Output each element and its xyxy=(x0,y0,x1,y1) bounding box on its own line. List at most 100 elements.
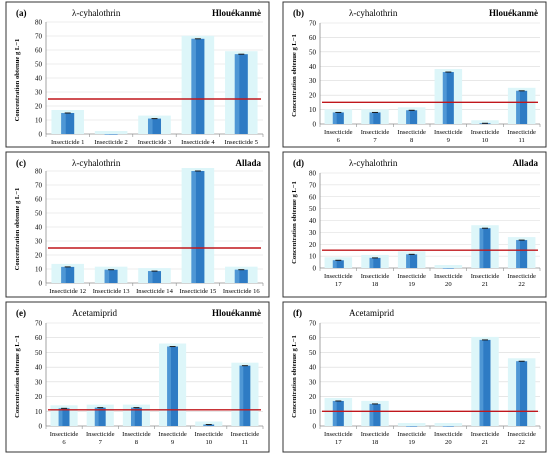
x-tick-label: Insecticide xyxy=(324,273,353,280)
y-tick-label: 20 xyxy=(309,92,317,100)
x-tick-label-number: 21 xyxy=(482,439,489,446)
y-tick-label: 40 xyxy=(35,364,43,372)
x-tick-label: Insecticide 16 xyxy=(223,288,261,295)
x-tick-label: Insecticide 14 xyxy=(136,288,174,295)
bar xyxy=(203,424,215,426)
y-axis-label: Concentration obtenue g L−1 xyxy=(291,335,298,418)
y-tick-label: 40 xyxy=(309,217,317,225)
y-tick-label: 60 xyxy=(35,47,43,55)
bar-shine xyxy=(442,72,447,124)
bar xyxy=(332,260,344,268)
bar-shine xyxy=(239,365,244,426)
x-tick-label: Insecticide xyxy=(231,431,260,438)
y-tick-label: 10 xyxy=(309,253,317,261)
x-tick-label: Insecticide xyxy=(158,431,187,438)
x-tick-label-number: 11 xyxy=(242,439,248,446)
x-tick-label-number: 11 xyxy=(518,137,524,144)
bar-shine xyxy=(234,269,240,283)
y-tick-label: 20 xyxy=(309,241,317,249)
bar-shine xyxy=(369,112,374,124)
chart-title: λ-cyhalothrin xyxy=(349,8,398,18)
x-tick-label-number: 9 xyxy=(447,137,451,144)
bar xyxy=(516,90,528,124)
panel-frame xyxy=(5,151,270,298)
bar-shine xyxy=(406,426,411,427)
bar xyxy=(104,134,118,135)
bar-shine xyxy=(516,361,521,426)
bar-shine xyxy=(147,271,153,283)
x-tick-label: Insecticide xyxy=(507,431,536,438)
x-tick-label: Insecticide xyxy=(194,431,223,438)
panel-frame xyxy=(5,1,270,148)
bar-shine xyxy=(479,339,484,426)
bar xyxy=(369,257,381,268)
x-tick-label: Insecticide xyxy=(324,431,353,438)
panel-frame xyxy=(282,1,547,148)
x-tick-label-number: 17 xyxy=(335,281,342,288)
y-tick-label: 10 xyxy=(35,266,43,274)
x-tick-label: Insecticide xyxy=(397,273,426,280)
x-tick-label-number: 6 xyxy=(337,137,341,144)
x-tick-label: Insecticide xyxy=(507,129,536,136)
bar xyxy=(369,112,381,124)
bar-shine xyxy=(203,424,208,426)
y-tick-label: 40 xyxy=(35,224,43,232)
bar xyxy=(516,361,528,426)
x-tick-label: Insecticide xyxy=(471,431,500,438)
location-label: Hlouékanmè xyxy=(212,8,261,18)
bar-shine xyxy=(191,38,196,134)
location-label: Allada xyxy=(512,158,538,168)
bar-shine xyxy=(479,228,484,268)
x-tick-label: Insecticide xyxy=(397,129,426,136)
bar xyxy=(516,240,528,268)
bar xyxy=(58,408,70,426)
bar xyxy=(406,110,418,124)
bar-shine xyxy=(167,346,171,426)
x-tick-label: Insecticide xyxy=(471,273,500,280)
bar-highlight xyxy=(195,421,223,426)
panel-letter: (a) xyxy=(16,8,27,18)
y-tick-label: 10 xyxy=(309,106,317,114)
bar-shine xyxy=(369,257,374,268)
y-axis-label: Concentration obtenue g L−1 xyxy=(14,188,21,271)
bar xyxy=(239,365,251,426)
bar-shine xyxy=(147,118,153,134)
x-tick-label: Insecticide xyxy=(86,431,115,438)
bar-shine xyxy=(61,266,66,283)
bar-shine xyxy=(479,123,484,124)
x-tick-label-number: 19 xyxy=(408,281,415,288)
x-tick-label: Insecticide xyxy=(324,129,353,136)
chart-title: λ-cyhalothrin xyxy=(72,8,121,18)
y-axis-label: Concentration obtenue g L−1 xyxy=(291,34,298,117)
x-tick-label-number: 19 xyxy=(408,439,415,446)
y-tick-label: 60 xyxy=(309,334,317,342)
bar xyxy=(406,426,418,427)
y-tick-label: 60 xyxy=(35,196,43,204)
x-tick-label: Insecticide xyxy=(361,431,390,438)
bar xyxy=(130,407,142,426)
location-label: Allada xyxy=(235,158,261,168)
bar-shine xyxy=(104,269,110,283)
x-tick-label: Insecticide xyxy=(361,273,390,280)
y-tick-label: 70 xyxy=(35,33,43,41)
y-tick-label: 80 xyxy=(35,168,43,176)
y-tick-label: 70 xyxy=(35,320,43,328)
bar-shine xyxy=(61,113,66,134)
x-tick-label: Insecticide xyxy=(471,129,500,136)
y-tick-label: 50 xyxy=(35,210,43,218)
panel-frame xyxy=(282,151,547,298)
x-tick-label: Insecticide xyxy=(122,431,151,438)
bar-shine xyxy=(406,254,411,268)
y-axis-label: Concentration obtenue g L−1 xyxy=(14,39,21,122)
y-tick-label: 0 xyxy=(39,131,43,139)
x-tick-label: Insecticide xyxy=(434,129,463,136)
x-tick-label-number: 7 xyxy=(373,137,377,144)
y-tick-label: 50 xyxy=(309,205,317,213)
panel-letter: (e) xyxy=(16,308,26,318)
bar-shine xyxy=(130,407,135,426)
x-tick-label-number: 22 xyxy=(518,281,525,288)
panel-letter: (c) xyxy=(16,158,26,168)
x-tick-label-number: 6 xyxy=(62,439,66,446)
bar xyxy=(479,228,491,268)
